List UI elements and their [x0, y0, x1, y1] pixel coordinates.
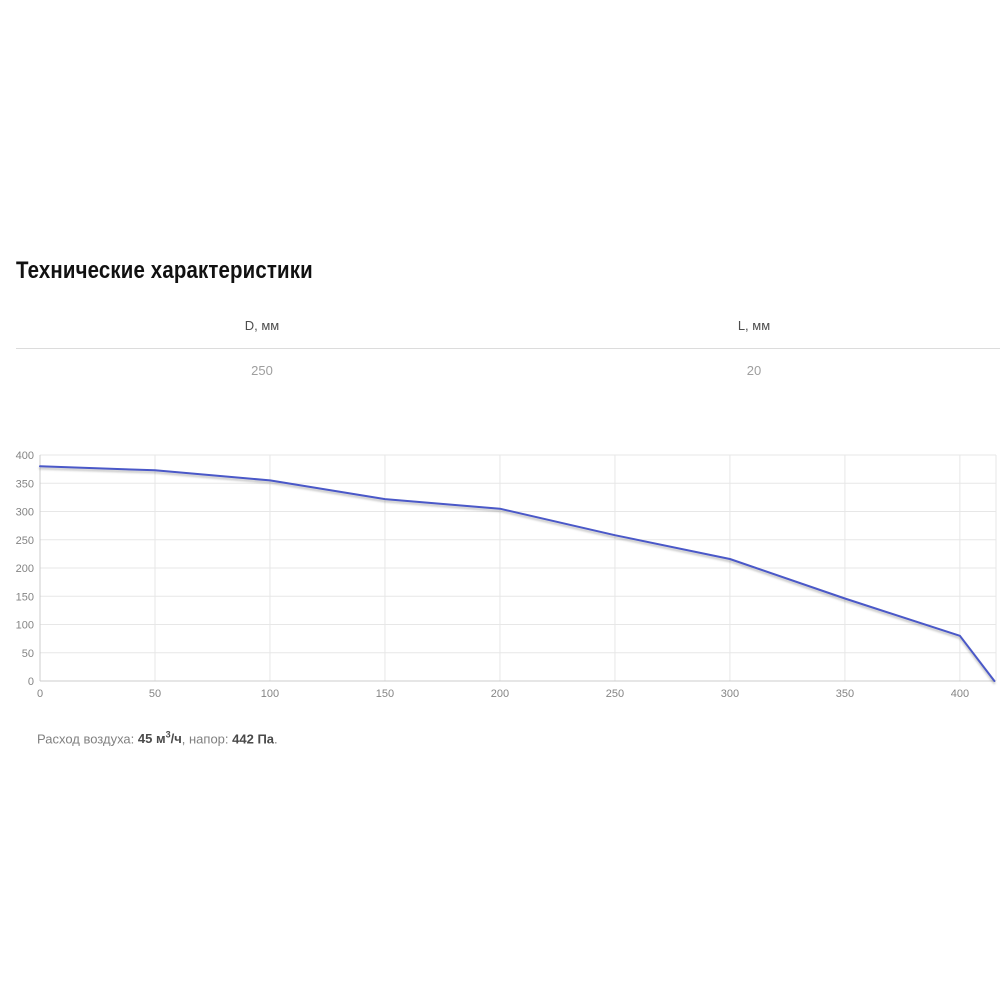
airflow-value: 45 м3/ч: [137, 730, 182, 747]
spec-table-header-row: D, мм L, мм: [16, 305, 1000, 348]
x-axis-tick-label: 300: [721, 688, 739, 700]
note-period: .: [274, 731, 278, 747]
y-axis-tick-label: 250: [16, 535, 34, 547]
x-axis-tick-label: 0: [37, 688, 43, 700]
x-axis-tick-label: 50: [149, 688, 161, 700]
y-axis-tick-label: 200: [16, 563, 34, 575]
x-axis-tick-label: 250: [606, 688, 624, 700]
spec-value-diameter: 250: [251, 363, 273, 378]
spec-table: D, мм L, мм 250 20: [16, 305, 1000, 392]
pressure-label: , напор:: [181, 731, 233, 747]
y-axis-tick-label: 300: [16, 507, 34, 519]
airflow-pressure-note: Расход воздуха: 45 м3/ч, напор: 442 Па.: [37, 730, 278, 746]
spec-value-length: 20: [746, 363, 762, 378]
x-axis-tick-label: 350: [836, 688, 854, 700]
x-axis-tick-label: 400: [951, 688, 969, 700]
x-axis-tick-label: 150: [376, 688, 394, 700]
pressure-value: 442 Па: [232, 731, 275, 747]
fan-curve-chart-canvas: 0 50 100 150 200 250 300 350 400 0 50 100 150 200 250 3…: [16, 450, 997, 700]
spec-table-divider: [16, 348, 1000, 349]
series-line-fan-pressure-curve: [39, 465, 996, 682]
spec-header-length: L, мм: [737, 318, 771, 333]
airflow-label: Расход воздуха:: [37, 731, 138, 747]
y-axis-tick-label: 50: [22, 648, 34, 660]
y-axis-tick-label: 350: [16, 478, 34, 490]
fan-curve-chart: 0 50 100 150 200 250 300 350 400 0 50 100 150 200 250 3…: [0, 448, 1000, 708]
y-axis-tick-label: 0: [28, 676, 34, 688]
x-axis-tick-label: 100: [261, 688, 279, 700]
x-axis-tick-label: 200: [491, 688, 509, 700]
spec-table-value-row: 250 20: [16, 349, 1000, 392]
spec-header-diameter: D, мм: [244, 318, 280, 333]
y-axis-tick-label: 400: [16, 450, 34, 462]
y-axis-tick-label: 150: [16, 591, 34, 603]
y-axis-tick-label: 100: [16, 620, 34, 632]
page-title: Технические характеристики: [16, 257, 313, 284]
